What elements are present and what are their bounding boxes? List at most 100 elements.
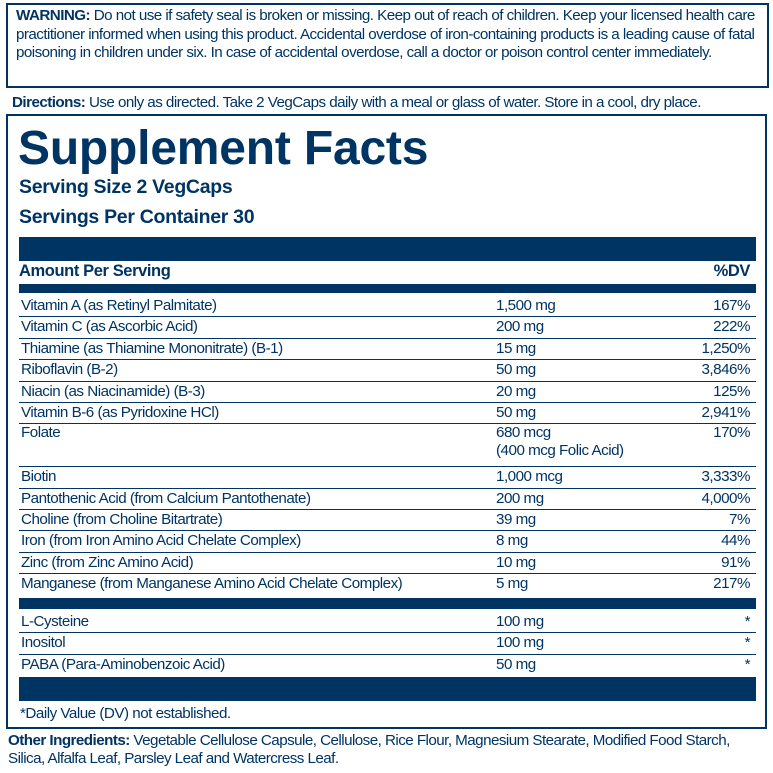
divider-bar — [19, 237, 756, 261]
nutrient-amount: 50 mg — [496, 655, 536, 675]
amount-value: 20 mg — [496, 382, 536, 400]
amount-value: 200 mg — [496, 489, 544, 507]
nutrient-dv: 7% — [729, 510, 750, 528]
supplement-facts-panel: Supplement Facts Serving Size 2 VegCaps … — [6, 114, 767, 729]
amount-value: 200 mg — [496, 318, 544, 336]
nutrient-dv: * — [744, 613, 751, 630]
nutrient-row: PABA (Para-Aminobenzoic Acid) 50 mg * — [19, 655, 756, 676]
nutrient-row: Vitamin A (as Retinyl Palmitate) 1,500 mg… — [19, 296, 756, 318]
directions-text: Use only as directed. Take 2 VegCaps dai… — [85, 94, 701, 111]
dv-label: %DV — [713, 262, 751, 280]
nutrient-name: L-Cysteine — [21, 613, 89, 630]
nutrient-row: Vitamin C (as Ascorbic Acid) 200 mg 222% — [19, 317, 756, 339]
facts-title: Supplement Facts — [18, 122, 429, 175]
divider-bar — [19, 677, 756, 701]
nutrient-name: Manganese (from Manganese Amino Acid Che… — [21, 575, 403, 593]
other-ingredients-text: Vegetable Cellulose Capsule, Cellulose, … — [8, 732, 730, 767]
nutrient-dv: 222% — [713, 318, 750, 336]
warning-label: WARNING: — [16, 7, 91, 24]
nutrient-name: Vitamin C (as Ascorbic Acid) — [21, 318, 198, 336]
nutrient-amount: 200 mg — [496, 317, 544, 337]
nutrient-row: Choline (from Choline Bitartrate) 39 mg 7% — [19, 510, 756, 532]
other-ingredients-label: Other Ingredients: — [8, 732, 130, 749]
serving-size: Serving Size 2 VegCaps — [19, 176, 233, 198]
amount-value: 8 mg — [496, 532, 528, 550]
nutrient-row: Biotin 1,000 mcg 3,333% — [19, 467, 756, 489]
nutrient-row: Vitamin B-6 (as Pyridoxine HCl) 50 mg 2,94… — [19, 403, 756, 425]
servings-per-container: Servings Per Container 30 — [19, 206, 255, 228]
nutrient-row: L-Cysteine 100 mg * — [19, 612, 756, 634]
directions: Directions: Use only as directed. Take 2… — [12, 94, 701, 111]
amount-value: 1,500 mg — [496, 297, 556, 314]
nutrient-name: Zinc (from Zinc Amino Acid) — [21, 553, 194, 571]
nutrient-dv: 4,000% — [701, 489, 750, 507]
nutrient-name: Biotin — [21, 468, 57, 486]
nutrient-dv: 167% — [713, 297, 750, 314]
nutrient-amount: 200 mg — [496, 489, 544, 509]
nutrient-name: Vitamin B-6 (as Pyridoxine HCl) — [21, 403, 219, 421]
nutrient-name: Choline (from Choline Bitartrate) — [21, 510, 223, 528]
nutrient-amount: 8 mg — [496, 531, 528, 551]
nutrient-name: Vitamin A (as Retinyl Palmitate) — [21, 297, 217, 314]
nutrient-amount: 1,500 mg — [496, 296, 556, 316]
nutrient-row: Zinc (from Zinc Amino Acid) 10 mg 91% — [19, 553, 756, 575]
nutrient-dv: 170% — [713, 424, 750, 442]
nutrient-amount: 680 mcg (400 mcg Folic Acid) — [496, 424, 624, 459]
amount-value: 50 mg — [496, 361, 536, 379]
nutrient-dv: * — [744, 634, 751, 652]
amount-value: 15 mg — [496, 339, 536, 357]
nutrient-dv: 44% — [721, 532, 750, 550]
nutrient-amount: 39 mg — [496, 510, 536, 530]
nutrient-row: Riboflavin (B-2) 50 mg 3,846% — [19, 360, 756, 382]
divider-bar — [19, 598, 756, 609]
nutrient-dv: 3,846% — [701, 361, 750, 379]
amount-note: (400 mcg Folic Acid) — [496, 441, 624, 459]
footnote: *Daily Value (DV) not established. — [20, 705, 231, 722]
nutrient-amount: 5 mg — [496, 574, 528, 594]
nutrient-row: Thiamine (as Thiamine Mononitrate) (B-1)… — [19, 339, 756, 361]
amount-per-serving-label: Amount Per Serving — [19, 262, 171, 280]
other-ingredients: Other Ingredients: Vegetable Cellulose C… — [8, 732, 768, 768]
warning-text: Do not use if safety seal is broken or m… — [16, 7, 755, 61]
amount-value: 1,000 mcg — [496, 468, 563, 486]
nutrient-dv: 217% — [713, 575, 750, 593]
nutrient-name: Thiamine (as Thiamine Mononitrate) (B-1) — [21, 339, 283, 357]
nutrient-name: Riboflavin (B-2) — [21, 361, 118, 379]
nutrient-dv: 1,250% — [701, 339, 750, 357]
amount-value: 5 mg — [496, 575, 528, 593]
other-ingredients-list: L-Cysteine 100 mg * Inositol 100 mg * PABA (Pa… — [19, 612, 756, 676]
nutrient-row: Inositol 100 mg * — [19, 633, 756, 655]
nutrient-name: Inositol — [21, 634, 66, 652]
nutrient-name: Folate — [21, 424, 61, 442]
nutrient-amount: 1,000 mcg — [496, 467, 563, 487]
nutrient-list: Vitamin A (as Retinyl Palmitate) 1,500 mg… — [19, 296, 756, 595]
nutrient-name: Niacin (as Niacinamide) (B-3) — [21, 382, 205, 400]
nutrient-amount: 100 mg — [496, 612, 544, 632]
nutrient-row: Manganese (from Manganese Amino Acid Che… — [19, 574, 756, 595]
nutrient-row: Iron (from Iron Amino Acid Chelate Compl… — [19, 531, 756, 553]
nutrient-name: PABA (Para-Aminobenzoic Acid) — [21, 655, 225, 673]
amount-value: 50 mg — [496, 403, 536, 421]
nutrient-amount: 100 mg — [496, 633, 544, 653]
nutrient-row: Pantothenic Acid (from Calcium Pantothen… — [19, 489, 756, 510]
amount-value: 10 mg — [496, 553, 536, 571]
amount-value: 50 mg — [496, 655, 536, 673]
nutrient-amount: 50 mg — [496, 360, 536, 380]
divider-bar — [19, 284, 756, 293]
nutrient-dv: * — [744, 655, 751, 673]
nutrient-amount: 10 mg — [496, 553, 536, 573]
nutrient-amount: 15 mg — [496, 339, 536, 359]
nutrient-dv: 91% — [721, 553, 750, 571]
directions-label: Directions: — [12, 94, 86, 111]
amount-value: 100 mg — [496, 613, 544, 630]
nutrient-name: Iron (from Iron Amino Acid Chelate Compl… — [21, 532, 301, 550]
amount-value: 680 mcg — [496, 424, 551, 442]
nutrient-dv: 2,941% — [701, 403, 750, 421]
nutrient-name: Pantothenic Acid (from Calcium Pantothen… — [21, 489, 311, 507]
warning-box: WARNING: Do not use if safety seal is br… — [6, 3, 769, 88]
nutrient-row: Niacin (as Niacinamide) (B-3) 20 mg 125% — [19, 382, 756, 403]
nutrient-amount: 50 mg — [496, 403, 536, 423]
table-header: Amount Per Serving %DV — [19, 262, 756, 281]
nutrient-row: Folate 680 mcg (400 mcg Folic Acid) 170% — [19, 424, 756, 468]
nutrient-dv: 3,333% — [701, 468, 750, 486]
